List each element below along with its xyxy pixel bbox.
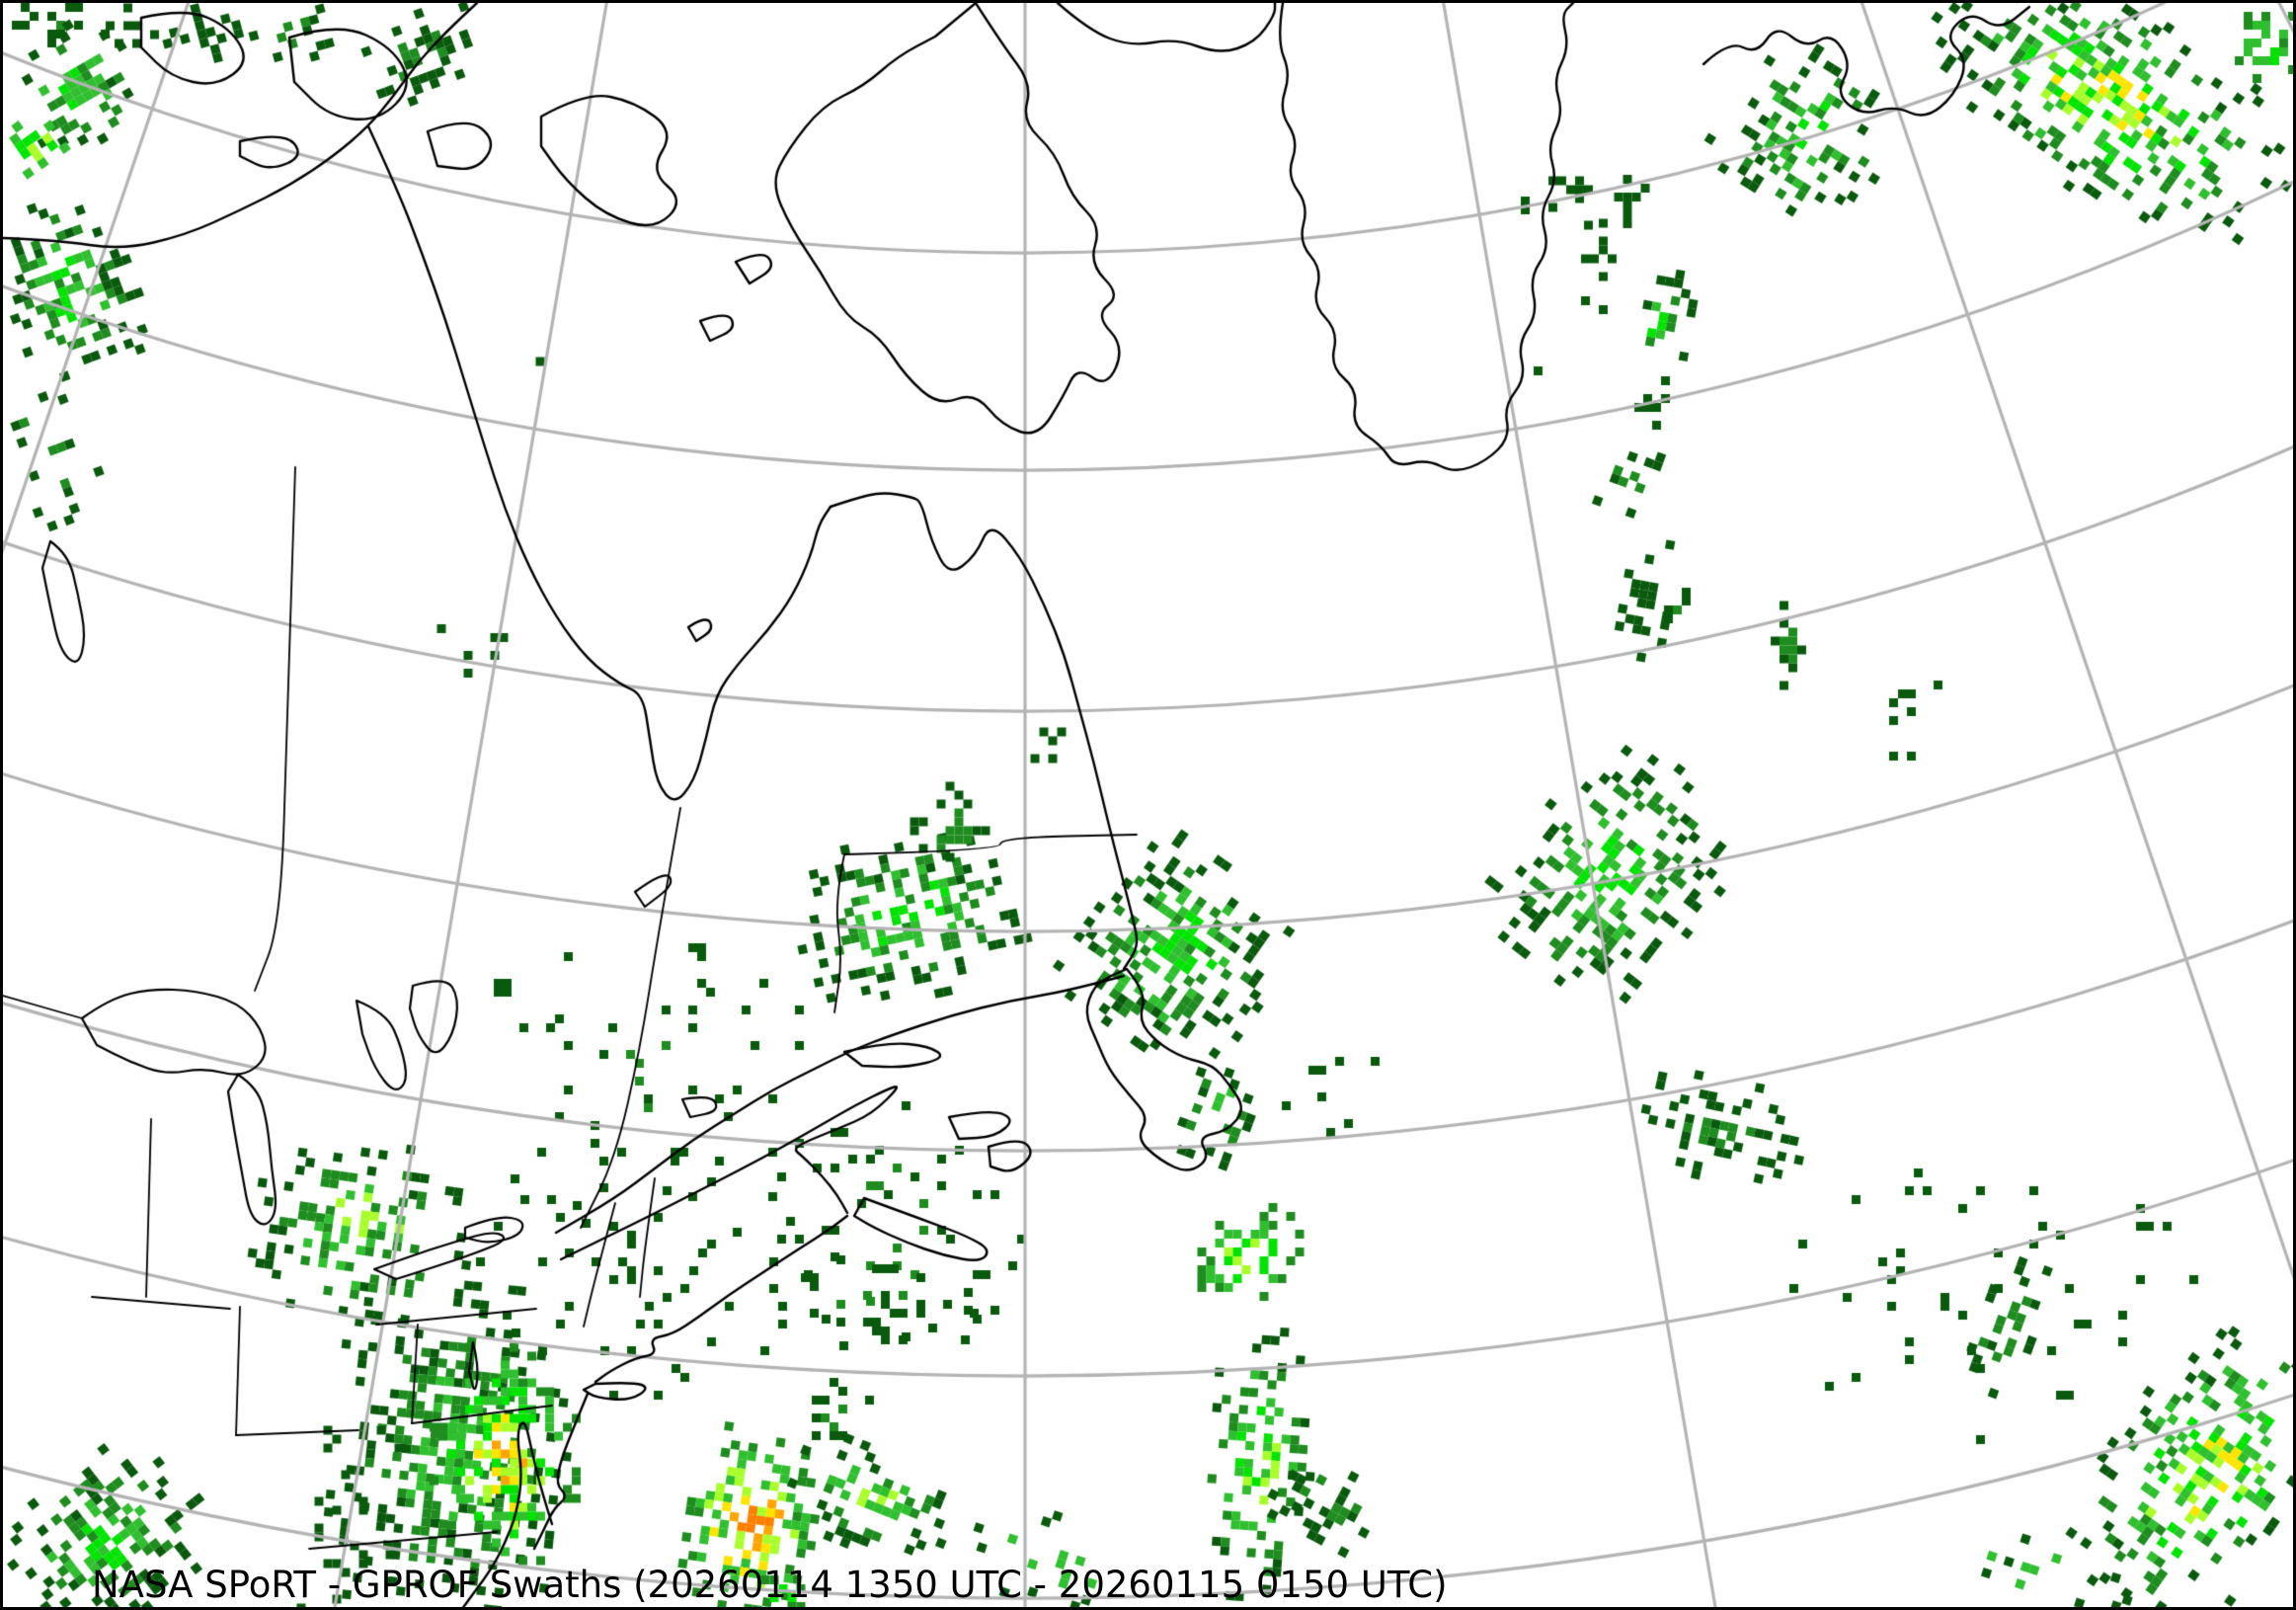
map-title: NASA SPoRT - GPROF Swaths (20260114 1350… <box>92 1564 1448 1606</box>
map-canvas <box>3 3 2293 1607</box>
